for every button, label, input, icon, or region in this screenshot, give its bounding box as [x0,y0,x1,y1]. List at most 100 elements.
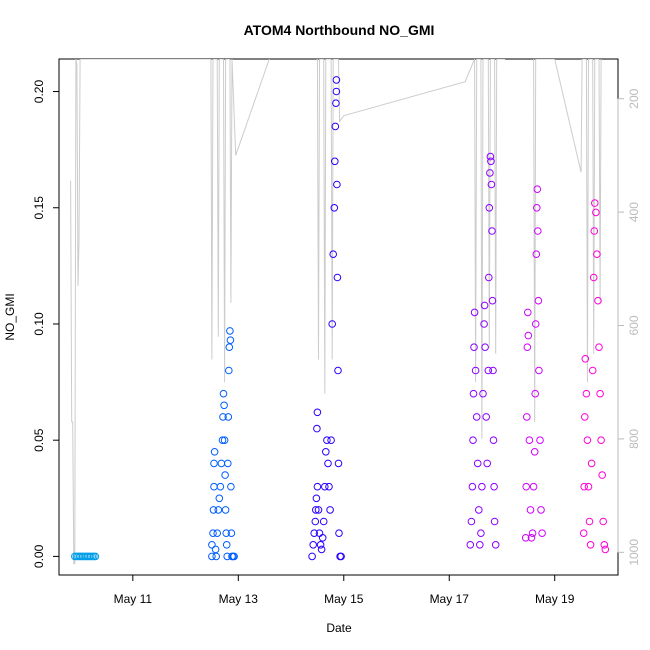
x-axis-label: Date [326,621,352,635]
data-point-s1-p17 [220,401,228,410]
data-point-s1-p31 [227,529,236,538]
data-point-s2-p3 [311,517,320,526]
plot-area [70,59,610,565]
data-point-s3-p8 [472,413,481,421]
y-axis-label: NO_GMI [3,293,17,340]
data-point-s2-p30 [333,180,341,189]
data-point-s3-p11 [476,541,484,549]
data-point-s1-p13 [217,459,226,468]
data-point-s1-p20 [221,506,230,514]
y-axis: 0.00 0.05 0.10 0.15 0.20 [32,80,59,568]
data-point-s2-p28 [332,76,341,84]
data-point-s4-p19 [535,366,543,375]
data-point-s3-p20 [484,366,493,375]
data-point-s4-p1 [522,482,531,491]
data-point-s3-p10 [475,506,483,514]
data-point-s3-p5 [470,343,478,352]
data-point-s2-p22 [328,320,337,328]
data-point-s3-p4 [469,389,478,398]
data-point-s1-p14 [218,436,227,445]
data-point-s1-p24 [224,459,232,468]
data-point-s1-p25 [224,413,233,421]
right-axis: 200 400 600 800 1000 [617,88,641,566]
data-point-s1-p5 [210,459,218,468]
data-point-s1-p28 [226,327,234,335]
data-point-s3-p24 [486,152,495,161]
data-point-s4-p20 [536,436,544,445]
data-point-s2-p1 [309,541,318,549]
data-point-s3-p15 [480,320,488,328]
data-point-s4-p7 [526,506,535,514]
data-point-s3-p29 [489,366,497,375]
data-point-s2-p19 [325,482,333,491]
data-point-s5-p11 [589,273,598,282]
data-point-s2-p4 [312,506,320,514]
y-tick-label-4: 0.20 [32,80,46,104]
data-point-s4-p15 [533,204,541,212]
data-point-s5-p10 [588,366,597,375]
data-point-s3-p28 [488,296,497,305]
data-point-s5-p21 [599,517,608,526]
data-point-s4-p5 [524,331,533,340]
data-point-s5-p2 [581,413,589,421]
data-point-s2-p18 [324,459,332,468]
data-point-s1-p30 [227,482,235,491]
data-point-s4-p2 [523,413,531,421]
data-point-s4-p21 [537,506,545,514]
data-point-s1-p22 [222,541,231,549]
data-point-s5-p17 [595,343,603,352]
data-point-s5-p15 [593,250,601,258]
data-point-s1-p10 [214,506,223,514]
data-point-s4-p22 [538,529,546,538]
data-point-s2-p21 [327,436,335,445]
data-point-s1-p8 [212,552,220,561]
data-point-s4-p4 [524,308,532,317]
data-point-s1-p4 [210,482,218,491]
data-point-s2-p33 [334,459,343,468]
data-point-s5-p1 [580,482,589,491]
data-point-s1-p3 [209,506,218,514]
data-point-s5-p3 [581,355,590,363]
data-point-s5-p8 [586,541,595,549]
data-point-s2-p11 [316,541,325,549]
data-point-s3-p13 [478,482,486,491]
data-point-s5-p5 [583,436,592,445]
data-point-s3-p9 [473,459,482,468]
data-point-s4-p10 [529,482,538,491]
data-point-s5-p0 [579,529,588,538]
data-point-s4-p3 [523,343,532,352]
data-point-s5-p18 [596,389,604,398]
data-point-s1-p2 [209,529,217,538]
data-point-s2-p15 [321,482,329,491]
x-tick-label-4: May 19 [535,592,575,606]
right-tick-label-4: 1000 [627,539,641,566]
data-point-s3-p23 [486,169,494,177]
data-point-s3-p19 [483,459,492,468]
data-point-s2-p31 [333,273,342,282]
data-point-s3-p31 [490,482,498,491]
data-point-s4-p6 [525,436,534,445]
data-point-s5-p9 [587,459,596,468]
data-point-s5-p22 [600,541,609,549]
data-point-s1-p11 [215,494,224,503]
x-tick-label-1: May 13 [219,592,259,606]
data-point-s3-p2 [468,482,477,491]
data-point-s4-p18 [534,296,543,305]
data-point-s3-p1 [467,517,476,526]
data-point-s4-p17 [534,227,542,235]
data-point-s2-p27 [332,99,340,107]
data-point-s3-p12 [477,529,485,538]
data-point-s2-p29 [332,87,341,96]
data-point-s3-p3 [469,436,477,445]
data-point-s3-p25 [487,157,495,166]
data-point-s2-p9 [314,506,323,514]
data-point-s2-p24 [330,204,339,212]
right-tick-label-2: 600 [627,315,641,335]
data-point-s2-p2 [310,529,319,538]
data-point-s5-p7 [585,517,594,526]
data-point-s1-p26 [225,366,233,375]
data-point-s5-p23 [601,545,610,554]
data-point-s2-p20 [326,506,334,514]
data-point-s2-p34 [335,529,343,538]
